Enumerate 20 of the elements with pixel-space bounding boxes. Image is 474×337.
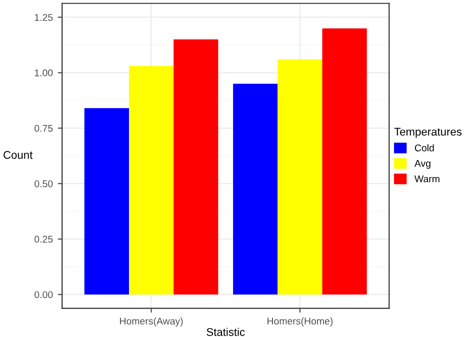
legend-label: Avg	[414, 160, 430, 169]
y-tick-label: 1.25	[34, 14, 53, 21]
bar	[128, 66, 174, 294]
legend-label: Warm	[414, 176, 440, 182]
x-tick-label: Homers(Away)	[120, 317, 183, 326]
y-tick-label: 1.00	[34, 69, 53, 76]
bar	[322, 28, 367, 294]
y-tick-label: 0.00	[34, 291, 53, 298]
bar	[84, 108, 129, 294]
bar	[233, 84, 278, 294]
bar	[174, 39, 218, 294]
legend-label: Cold	[414, 144, 434, 152]
x-tick-label: Homers(Home)	[268, 317, 333, 326]
y-tick-label: 0.50	[34, 180, 53, 188]
legend-title: Temperatures	[394, 128, 462, 138]
x-axis-title: Statistic	[206, 328, 245, 336]
y-axis-title: Count	[4, 150, 33, 159]
bar	[278, 59, 322, 294]
y-tick-label: 0.25	[34, 236, 53, 243]
y-tick-label: 0.75	[34, 124, 53, 132]
